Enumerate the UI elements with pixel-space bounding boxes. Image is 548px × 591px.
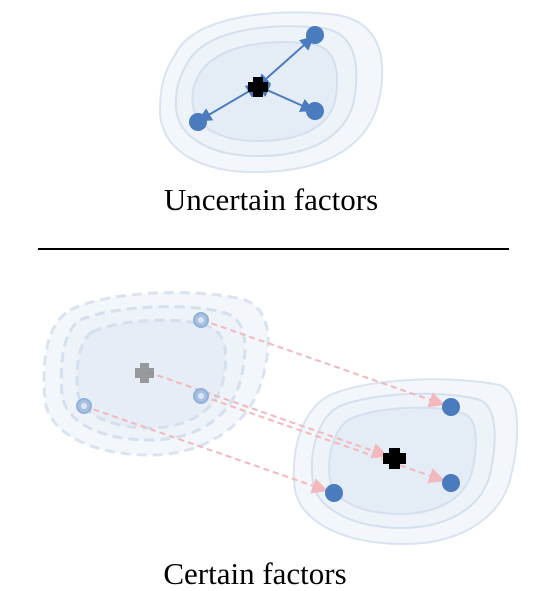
target-plus-cross-icon	[383, 448, 406, 469]
point-left	[189, 113, 207, 131]
faded-point-top-core	[198, 317, 204, 323]
faded-point-right-core	[198, 393, 204, 399]
point-top-right	[306, 26, 324, 44]
transfer-arrow-right	[201, 395, 446, 484]
faded-plus-cross-icon	[135, 363, 154, 383]
faded-region	[42, 291, 270, 457]
faded-point-left-core	[81, 403, 87, 409]
transfer-arrow-center	[147, 371, 389, 459]
point-right	[306, 102, 324, 120]
transfer-arrow-top	[201, 319, 446, 408]
faded-points	[76, 312, 209, 414]
target-points	[325, 398, 460, 502]
plus-cross-icon	[248, 77, 268, 97]
transfer-arrows	[83, 319, 446, 494]
transfer-arrow-left	[83, 405, 329, 494]
uncertain-factors-caption: Uncertain factors	[163, 182, 379, 217]
uncertain-points	[189, 26, 324, 131]
arrow-center-to-top-right	[255, 36, 315, 88]
target-point-top	[442, 398, 460, 416]
target-point-right	[442, 474, 460, 492]
target-point-left	[325, 484, 343, 502]
certain-factors-caption: Certain factors	[163, 556, 347, 591]
panel-divider	[38, 248, 509, 250]
